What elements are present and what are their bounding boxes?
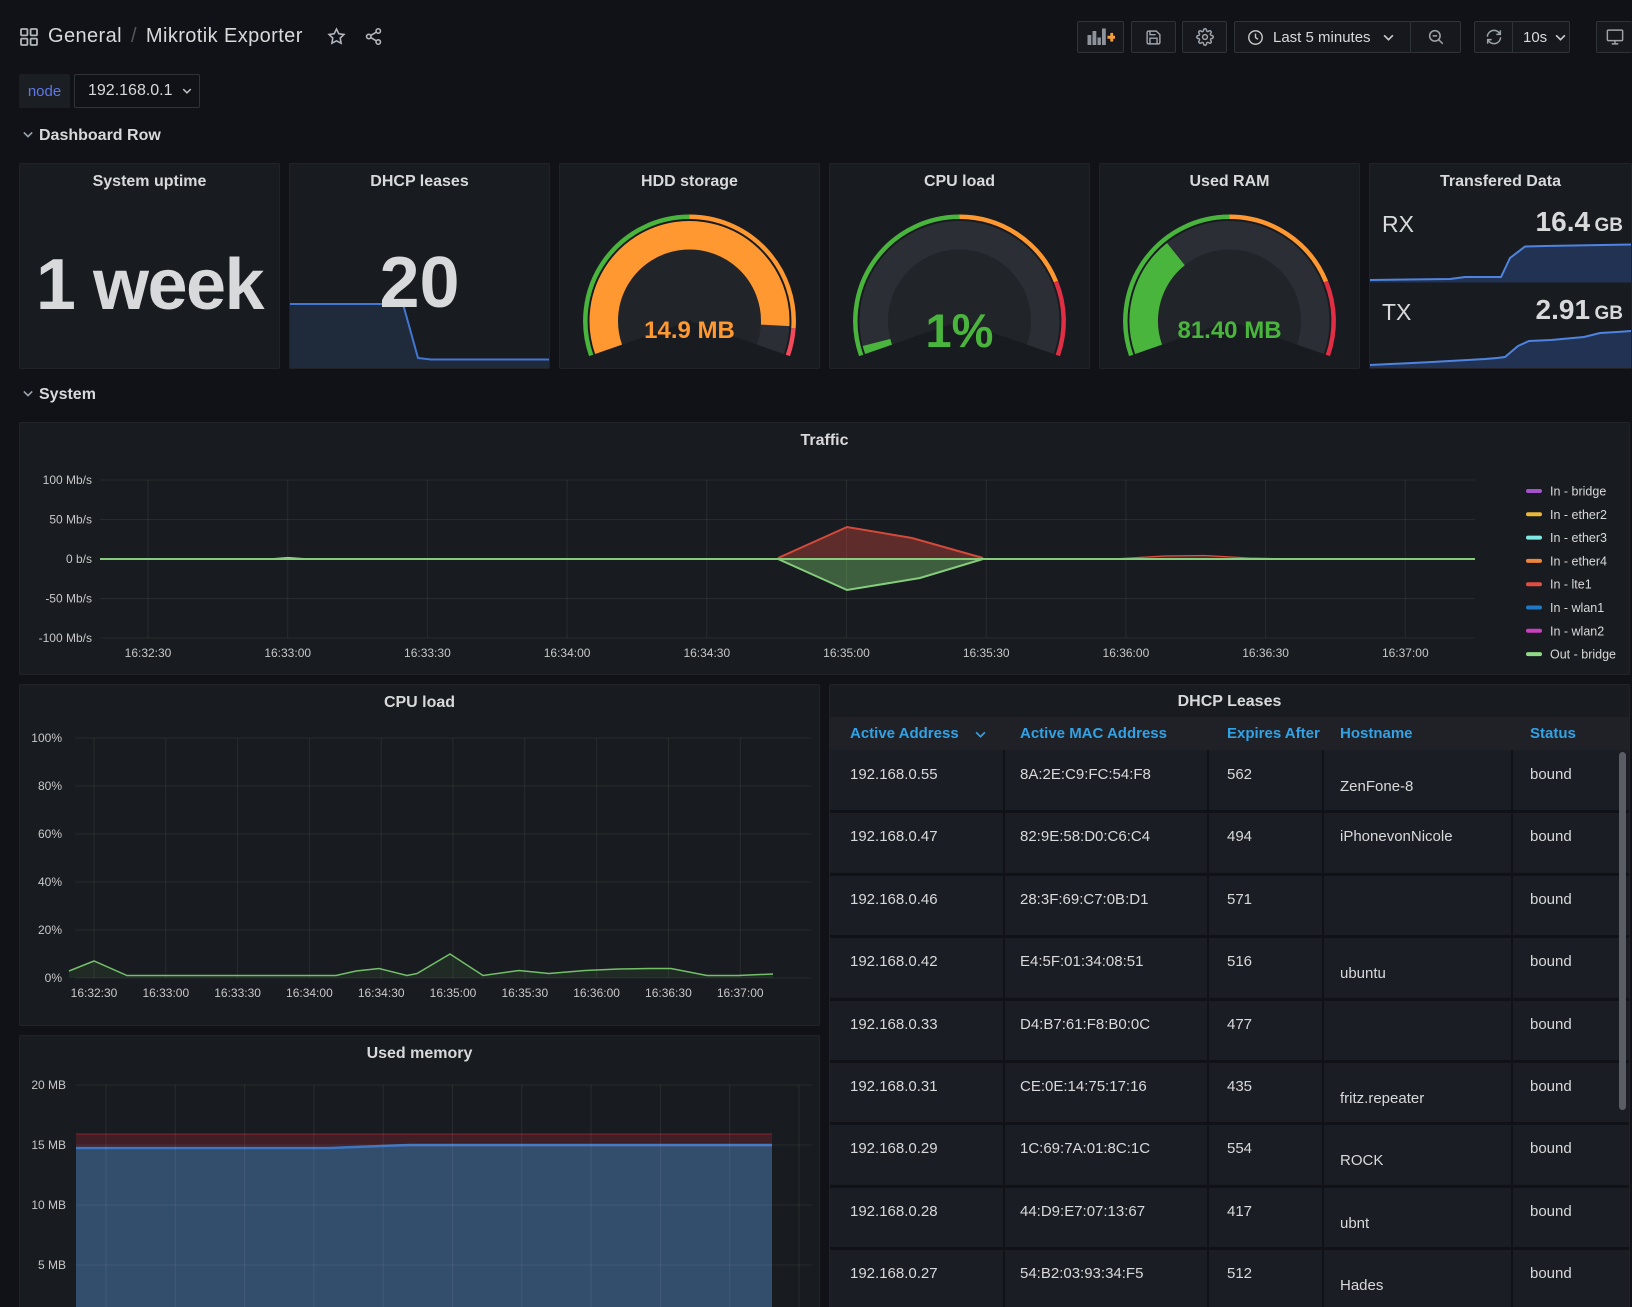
svg-text:100%: 100% [31, 731, 62, 745]
svg-text:16:33:30: 16:33:30 [404, 646, 451, 660]
svg-text:0%: 0% [45, 971, 63, 985]
svg-text:80%: 80% [38, 779, 62, 793]
svg-text:16:32:30: 16:32:30 [125, 646, 172, 660]
svg-text:Out - bridge: Out - bridge [1550, 648, 1616, 662]
svg-text:10 MB: 10 MB [31, 1198, 66, 1212]
svg-text:In - lte1: In - lte1 [1550, 578, 1592, 592]
svg-text:16:37:00: 16:37:00 [717, 986, 764, 1000]
svg-text:20%: 20% [38, 923, 62, 937]
svg-text:50 Mb/s: 50 Mb/s [49, 513, 92, 527]
svg-text:-100 Mb/s: -100 Mb/s [39, 631, 92, 645]
svg-text:16:34:00: 16:34:00 [544, 646, 591, 660]
svg-text:16:36:30: 16:36:30 [1242, 646, 1289, 660]
svg-text:16:34:30: 16:34:30 [683, 646, 730, 660]
svg-text:In - wlan2: In - wlan2 [1550, 624, 1604, 638]
svg-text:In - ether2: In - ether2 [1550, 508, 1607, 522]
svg-text:15 MB: 15 MB [31, 1138, 66, 1152]
svg-text:-50 Mb/s: -50 Mb/s [45, 592, 92, 606]
svg-text:14.9 MB: 14.9 MB [644, 317, 735, 344]
svg-text:In - bridge: In - bridge [1550, 485, 1606, 499]
svg-text:16:35:00: 16:35:00 [430, 986, 477, 1000]
svg-text:16:36:00: 16:36:00 [1103, 646, 1150, 660]
svg-text:1%: 1% [926, 304, 994, 357]
svg-text:16:37:00: 16:37:00 [1382, 646, 1429, 660]
svg-text:60%: 60% [38, 827, 62, 841]
svg-text:In - wlan1: In - wlan1 [1550, 601, 1604, 615]
svg-text:16:32:30: 16:32:30 [71, 986, 118, 1000]
svg-text:81.40 MB: 81.40 MB [1177, 317, 1281, 344]
svg-text:16:35:00: 16:35:00 [823, 646, 870, 660]
svg-text:In - ether3: In - ether3 [1550, 531, 1607, 545]
svg-text:100 Mb/s: 100 Mb/s [43, 473, 92, 487]
svg-text:20 MB: 20 MB [31, 1078, 66, 1092]
svg-text:16:36:30: 16:36:30 [645, 986, 692, 1000]
svg-text:5 MB: 5 MB [38, 1258, 66, 1272]
svg-text:16:33:30: 16:33:30 [214, 986, 261, 1000]
svg-text:16:36:00: 16:36:00 [573, 986, 620, 1000]
svg-text:16:33:00: 16:33:00 [264, 646, 311, 660]
svg-text:0 b/s: 0 b/s [66, 552, 92, 566]
svg-text:16:35:30: 16:35:30 [963, 646, 1010, 660]
svg-text:40%: 40% [38, 875, 62, 889]
svg-text:16:34:30: 16:34:30 [358, 986, 405, 1000]
svg-text:In - ether4: In - ether4 [1550, 554, 1607, 568]
svg-text:16:33:00: 16:33:00 [142, 986, 189, 1000]
svg-text:16:35:30: 16:35:30 [501, 986, 548, 1000]
svg-text:16:34:00: 16:34:00 [286, 986, 333, 1000]
